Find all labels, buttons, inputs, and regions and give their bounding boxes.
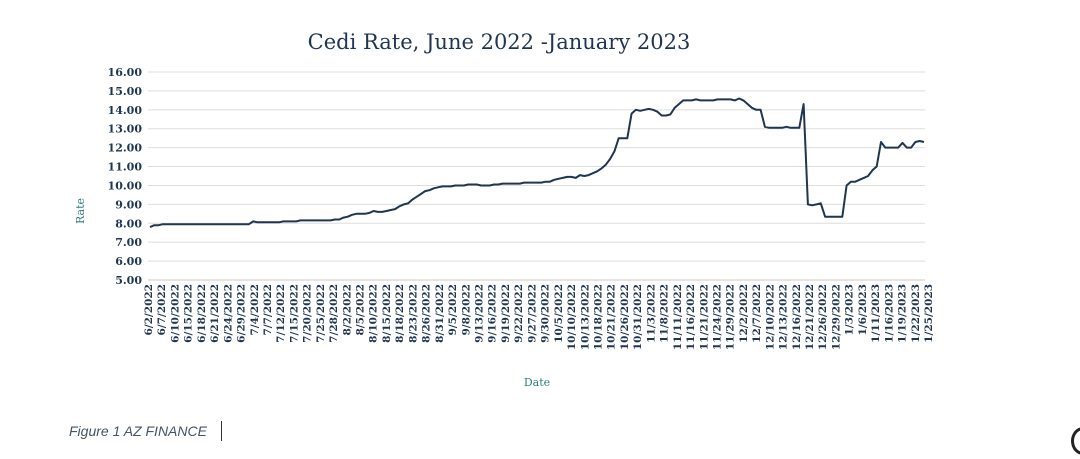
x-tick-label: 1/6/2023 [857, 284, 869, 336]
x-tick-label: 11/21/2022 [698, 284, 710, 350]
x-tick-label: 12/21/2022 [804, 284, 816, 350]
x-tick-label: 8/2/2022 [341, 284, 353, 336]
x-tick-label: 10/31/2022 [632, 284, 644, 350]
x-tick-label: 12/7/2022 [751, 284, 763, 343]
y-tick-label: 11.00 [108, 161, 143, 174]
x-tick-label: 10/21/2022 [606, 284, 618, 350]
x-tick-label: 10/13/2022 [579, 284, 591, 350]
x-tick-label: 11/11/2022 [672, 284, 684, 350]
x-tick-label: 10/18/2022 [593, 284, 605, 350]
y-tick-label: 6.00 [115, 255, 142, 268]
x-tick-label: 11/24/2022 [712, 284, 724, 350]
x-tick-label: 11/8/2022 [659, 284, 671, 343]
x-tick-label: 7/7/2022 [262, 284, 274, 336]
x-tick-label: 6/18/2022 [196, 284, 208, 343]
y-tick-label: 5.00 [115, 274, 142, 287]
y-tick-label: 8.00 [115, 217, 142, 230]
x-tick-label: 10/5/2022 [553, 284, 565, 343]
x-tick-label: 9/30/2022 [540, 284, 552, 343]
x-tick-label: 6/24/2022 [222, 284, 234, 343]
x-tick-label: 8/23/2022 [407, 284, 419, 343]
x-tick-label: 9/13/2022 [474, 284, 486, 343]
x-tick-label: 11/29/2022 [725, 284, 737, 350]
x-tick-label: 12/2/2022 [738, 284, 750, 343]
y-tick-label: 14.00 [108, 104, 143, 117]
y-tick-label: 10.00 [108, 179, 143, 192]
x-tick-label: 1/3/2023 [844, 284, 856, 336]
y-axis-label: Rate [74, 198, 87, 224]
x-tick-label: 6/21/2022 [209, 284, 221, 343]
x-tick-label: 11/3/2022 [645, 284, 657, 343]
x-tick-label: 7/15/2022 [288, 284, 300, 343]
x-axis-label: Date [524, 376, 550, 389]
x-tick-label: 11/16/2022 [685, 284, 697, 350]
series-line-cedi-rate [149, 97, 925, 229]
x-tick-label: 1/19/2023 [897, 284, 909, 343]
x-tick-label: 12/16/2022 [791, 284, 803, 350]
x-tick-label: 8/31/2022 [434, 284, 446, 343]
x-tick-label: 7/20/2022 [302, 284, 314, 343]
x-tick-label: 12/13/2022 [778, 284, 790, 350]
text-cursor [221, 421, 222, 441]
y-axis-tick-labels: 5.00 6.00 7.00 8.00 9.00 10.00 11.00 12.00 13.00… [108, 66, 143, 287]
x-tick-label: 8/10/2022 [368, 284, 380, 343]
x-tick-label: 12/29/2022 [831, 284, 843, 350]
x-tick-label: 1/22/2023 [910, 284, 922, 343]
x-tick-label: 12/26/2022 [817, 284, 829, 350]
x-axis-tick-labels: 6/2/2022 6/7/2022 6/10/2022 6/15/2022 6/18/2… [143, 284, 935, 350]
x-tick-label: 1/11/2023 [870, 284, 882, 343]
x-tick-label: 7/12/2022 [275, 284, 287, 343]
x-tick-label: 9/5/2022 [447, 284, 459, 336]
figure-caption: Figure 1 AZ FINANCE [69, 423, 207, 439]
x-tick-label: 8/18/2022 [394, 284, 406, 343]
y-tick-label: 15.00 [108, 85, 143, 98]
x-tick-label: 6/7/2022 [156, 284, 168, 336]
x-tick-label: 9/19/2022 [500, 284, 512, 343]
y-tick-label: 13.00 [108, 123, 143, 136]
x-tick-label: 6/15/2022 [183, 284, 195, 343]
gridlines [148, 71, 925, 262]
x-tick-label: 6/10/2022 [169, 284, 181, 343]
y-tick-label: 16.00 [108, 66, 143, 79]
y-tick-label: 12.00 [108, 142, 143, 155]
x-tick-label: 9/22/2022 [513, 284, 525, 343]
x-tick-label: 10/10/2022 [566, 284, 578, 350]
x-tick-label: 1/25/2023 [923, 284, 935, 343]
y-tick-label: 7.00 [115, 236, 142, 249]
x-tick-label: 9/8/2022 [460, 284, 472, 336]
y-tick-label: 9.00 [115, 198, 142, 211]
x-tick-label: 6/2/2022 [143, 284, 155, 336]
x-tick-label: 8/15/2022 [381, 284, 393, 343]
x-tick-label: 12/10/2022 [764, 284, 776, 350]
x-tick-label: 9/16/2022 [487, 284, 499, 343]
x-tick-label: 6/29/2022 [236, 284, 248, 343]
x-tick-label: 9/27/2022 [526, 284, 538, 343]
x-tick-label: 8/5/2022 [355, 284, 367, 336]
x-tick-label: 10/26/2022 [619, 284, 631, 350]
x-tick-label: 1/16/2023 [883, 284, 895, 343]
x-tick-label: 8/26/2022 [421, 284, 433, 343]
x-tick-label: 7/28/2022 [328, 284, 340, 343]
x-tick-label: 7/25/2022 [315, 284, 327, 343]
chart-title: Cedi Rate, June 2022 -January 2023 [308, 30, 691, 54]
x-tick-label: 7/4/2022 [249, 284, 261, 336]
